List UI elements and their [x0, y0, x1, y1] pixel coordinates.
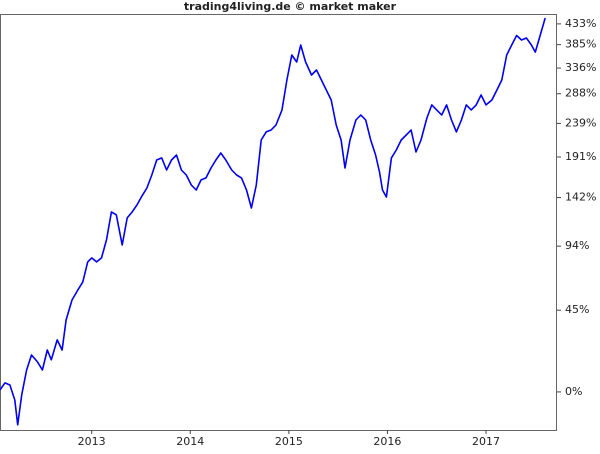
- y-tick-label: 288%: [565, 87, 596, 100]
- x-tick-label: 2014: [176, 435, 204, 448]
- y-tick-label: 191%: [565, 150, 596, 163]
- y-tick-label: 94%: [565, 239, 589, 252]
- y-tick-label: 142%: [565, 191, 596, 204]
- x-tick-label: 2017: [472, 435, 500, 448]
- y-tick-label: 433%: [565, 17, 596, 30]
- y-tick-label: 336%: [565, 61, 596, 74]
- price-line: [0, 17, 546, 426]
- y-tick-label: 385%: [565, 38, 596, 51]
- chart-title: trading4living.de © market maker: [184, 0, 397, 13]
- y-tick-label: 0%: [565, 385, 582, 398]
- x-tick-label: 2013: [78, 435, 106, 448]
- x-tick-label: 2015: [275, 435, 303, 448]
- x-tick-label: 2016: [373, 435, 401, 448]
- y-tick-label: 239%: [565, 116, 596, 129]
- y-tick-label: 45%: [565, 303, 589, 316]
- plot-frame: [0, 14, 557, 431]
